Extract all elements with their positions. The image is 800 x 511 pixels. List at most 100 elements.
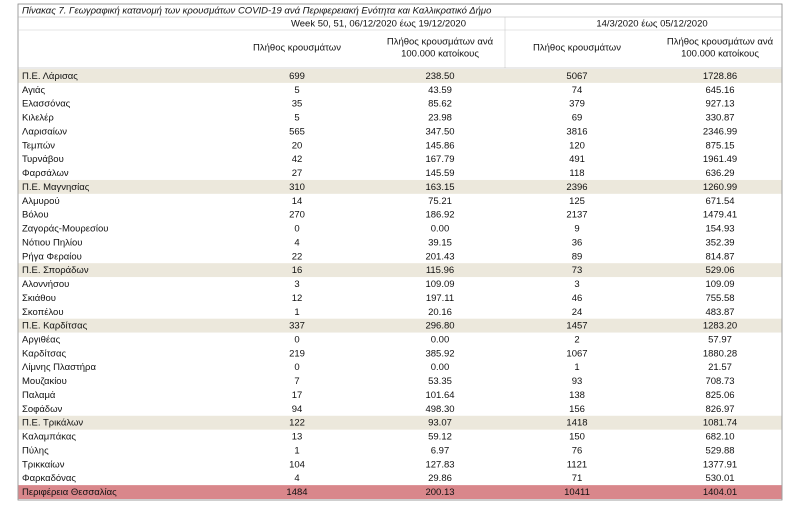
column-header: Πλήθος κρουσμάτων [253,43,341,54]
cell-value: 671.54 [705,196,734,207]
cell-value: 755.58 [705,293,734,304]
cell-value: 197.11 [426,293,454,304]
cell-value: 145.86 [425,140,454,151]
cell-value: 186.92 [425,210,454,221]
column-header: Πλήθος κρουσμάτων [533,43,621,54]
cell-value: 529.88 [705,445,734,456]
municipality-name: Βόλου [22,210,49,221]
cell-value: 163.15 [425,182,454,193]
cell-value: 125 [569,196,585,207]
cell-value: 85.62 [428,99,452,110]
cell-value: 1 [294,445,299,456]
municipality-name: Μουζακίου [22,376,67,387]
municipality-name: Αγιάς [22,85,46,96]
cell-value: 483.87 [705,307,734,318]
cell-value: 875.15 [705,140,734,151]
total-row-bg [18,485,782,499]
cell-value: 1484 [286,487,307,498]
cell-value: 1457 [566,321,587,332]
cell-value: 39.15 [428,237,452,248]
cell-value: 337 [289,321,305,332]
cell-value: 2137 [566,210,587,221]
cell-value: 9 [574,224,579,235]
cell-value: 201.43 [425,251,454,262]
cell-value: 385.92 [425,348,454,359]
municipality-name: Τεμπών [22,140,55,151]
column-header: 100.000 κατοίκους [681,49,759,60]
municipality-name: Αλοννήσου [22,279,69,290]
cell-value: 200.13 [425,487,454,498]
municipality-name: Λίμνης Πλαστήρα [22,362,96,373]
municipality-name: Καλαμπάκας [22,432,76,443]
cell-value: 122 [289,418,305,429]
cell-value: 167.79 [425,154,454,165]
cell-value: 814.87 [705,251,734,262]
cell-value: 682.10 [705,432,734,443]
cell-value: 0 [294,334,299,345]
unit-row-bg [18,69,782,83]
municipality-name: Φαρσάλων [22,168,69,179]
cell-value: 927.13 [705,99,734,110]
cell-value: 498.30 [425,404,454,415]
municipality-name: Τυρνάβου [22,154,64,165]
municipality-name: Κιλελέρ [22,113,54,124]
municipality-name: Ζαγοράς-Μουρεσίου [22,224,108,235]
cell-value: 3 [294,279,299,290]
cell-value: 46 [572,293,583,304]
cell-value: 1 [574,362,579,373]
cell-value: 0.00 [431,224,450,235]
cell-value: 145.59 [425,168,454,179]
unit-name: Π.Ε. Λάρισας [22,71,78,82]
period-header: Week 50, 51, 06/12/2020 έως 19/12/2020 [291,19,466,30]
cell-value: 3816 [566,126,587,137]
cell-value: 530.01 [705,473,734,484]
cell-value: 825.06 [705,390,734,401]
cell-value: 101.64 [425,390,454,401]
cell-value: 296.80 [425,321,454,332]
cell-value: 76 [572,445,583,456]
unit-row-bg [18,179,782,194]
cell-value: 1728.86 [703,71,737,82]
cell-value: 330.87 [705,113,734,124]
cell-value: 5067 [566,71,587,82]
cell-value: 29.86 [428,473,452,484]
municipality-name: Καρδίτσας [22,348,66,359]
cell-value: 73 [572,265,583,276]
municipality-name: Τρικκαίων [22,459,65,470]
unit-name: Περιφέρεια Θεσσαλίας [22,487,117,498]
cell-value: 2 [574,334,579,345]
cell-value: 7 [294,376,299,387]
cell-value: 22 [292,251,303,262]
municipality-name: Παλαμά [22,390,56,401]
municipality-name: Λαρισαίων [22,126,67,137]
cell-value: 491 [569,154,585,165]
cell-value: 3 [574,279,579,290]
cell-value: 93.07 [428,418,452,429]
cell-value: 109.09 [705,279,734,290]
cell-value: 20 [292,140,303,151]
municipality-name: Σοφάδων [22,404,63,415]
municipality-name: Φαρκαδόνας [22,473,76,484]
municipality-name: Ρήγα Φεραίου [22,251,82,262]
cell-value: 1 [294,307,299,318]
column-header: 100.000 κατοίκους [401,49,479,60]
cell-value: 826.97 [705,404,734,415]
cell-value: 53.35 [428,376,452,387]
cell-value: 17 [292,390,303,401]
cell-value: 94 [292,404,303,415]
cell-value: 1880.28 [703,348,737,359]
cell-value: 1283.20 [703,321,737,332]
cell-value: 0.00 [431,334,450,345]
municipality-name: Νότιου Πηλίου [22,237,82,248]
cell-value: 27 [292,168,303,179]
cell-value: 1260.99 [703,182,737,193]
cell-value: 20.16 [428,307,452,318]
cell-value: 1479.41 [703,210,737,221]
cell-value: 127.83 [425,459,454,470]
cell-value: 57.97 [708,334,732,345]
cell-value: 10411 [564,487,590,498]
cell-value: 2346.99 [703,126,737,137]
cell-value: 118 [569,168,584,179]
cell-value: 0 [294,362,299,373]
